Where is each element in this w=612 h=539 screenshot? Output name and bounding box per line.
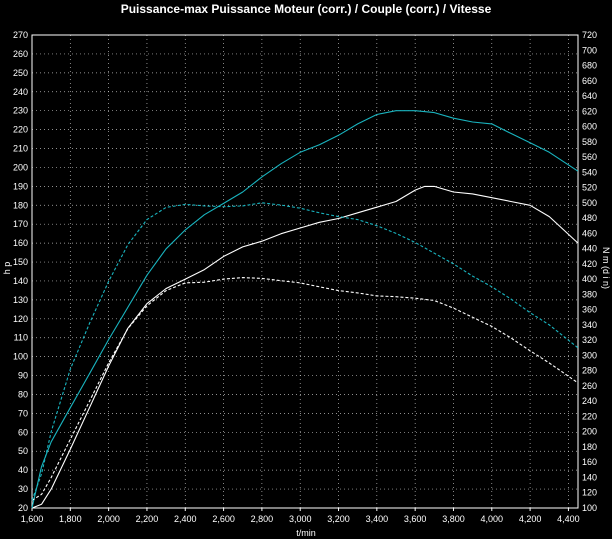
y-right-tick-label: 120	[582, 488, 597, 498]
y-right-tick-label: 680	[582, 61, 597, 71]
x-tick-label: 3,000	[289, 514, 312, 524]
y-left-tick-label: 90	[18, 371, 28, 381]
x-tick-label: 4,400	[557, 514, 580, 524]
y-right-axis-label: N m (d i n)	[601, 247, 611, 289]
x-tick-label: 3,600	[404, 514, 427, 524]
series-line-3	[31, 277, 579, 501]
y-left-tick-label: 180	[13, 200, 28, 210]
y-left-tick-label: 140	[13, 276, 28, 286]
series-line-2	[31, 110, 579, 509]
y-left-tick-label: 190	[13, 181, 28, 191]
y-right-tick-label: 160	[582, 457, 597, 467]
y-left-tick-label: 170	[13, 219, 28, 229]
y-right-tick-label: 200	[582, 427, 597, 437]
y-right-tick-label: 560	[582, 152, 597, 162]
y-right-tick-label: 380	[582, 289, 597, 299]
x-tick-label: 2,600	[212, 514, 235, 524]
y-right-tick-label: 660	[582, 76, 597, 86]
y-right-tick-label: 460	[582, 228, 597, 238]
y-right-axis-ticks: 100 120 140 160 180 200 220 240 260 280 300 320 340 3…	[582, 30, 597, 513]
y-right-tick-label: 360	[582, 305, 597, 315]
y-right-tick-label: 240	[582, 396, 597, 406]
y-left-tick-label: 120	[13, 314, 28, 324]
y-right-tick-label: 620	[582, 106, 597, 116]
plot-frame	[31, 34, 579, 509]
y-left-tick-label: 250	[13, 68, 28, 78]
y-left-tick-label: 130	[13, 295, 28, 305]
x-axis-label: t/min	[296, 528, 316, 538]
y-left-tick-label: 80	[18, 389, 28, 399]
y-left-tick-label: 40	[18, 465, 28, 475]
x-tick-label: 3,400	[366, 514, 389, 524]
y-left-tick-label: 50	[18, 446, 28, 456]
series-line-1	[31, 185, 579, 509]
y-left-tick-label: 230	[13, 106, 28, 116]
x-tick-label: 1,600	[21, 514, 44, 524]
y-right-tick-label: 700	[582, 45, 597, 55]
y-left-axis-ticks: 20 30 40 50 60 70 80 90 100 110 120 130 140 150 160 170…	[13, 30, 28, 513]
y-right-tick-label: 320	[582, 335, 597, 345]
x-tick-label: 2,400	[174, 514, 197, 524]
y-left-tick-label: 110	[14, 333, 28, 343]
x-tick-label: 2,000	[97, 514, 120, 524]
y-right-tick-label: 260	[582, 381, 597, 391]
y-left-tick-label: 70	[18, 408, 28, 418]
y-right-tick-label: 180	[582, 442, 597, 452]
y-right-tick-label: 440	[582, 244, 597, 254]
y-right-tick-label: 720	[582, 30, 597, 40]
y-right-tick-label: 140	[582, 472, 597, 482]
y-right-tick-label: 580	[582, 137, 597, 147]
y-left-tick-label: 160	[13, 238, 28, 248]
y-left-tick-label: 200	[13, 162, 28, 172]
y-right-tick-label: 220	[582, 411, 597, 421]
x-tick-label: 1,800	[59, 514, 82, 524]
y-right-tick-label: 480	[582, 213, 597, 223]
y-right-tick-label: 340	[582, 320, 597, 330]
y-left-tick-label: 30	[18, 484, 28, 494]
x-axis-ticks: 1,600 1,800 2,000 2,200 2,400 2,600 2,800 3,000…	[21, 508, 580, 524]
y-left-tick-label: 210	[13, 144, 28, 154]
y-left-tick-label: 100	[13, 352, 28, 362]
y-right-tick-label: 520	[582, 183, 597, 193]
y-right-tick-label: 400	[582, 274, 597, 284]
y-left-axis-label: h p	[2, 262, 12, 275]
y-left-tick-label: 240	[13, 87, 28, 97]
chart-title: Puissance-max Puissance Moteur (corr.) /…	[121, 2, 492, 16]
series-lines	[31, 110, 579, 509]
y-right-tick-label: 600	[582, 122, 597, 132]
x-tick-label: 2,800	[251, 514, 274, 524]
plot-border	[31, 34, 579, 509]
y-left-tick-label: 220	[13, 125, 28, 135]
y-right-tick-label: 640	[582, 91, 597, 101]
y-left-tick-label: 260	[13, 49, 28, 59]
y-left-tick-label: 150	[13, 257, 28, 267]
x-tick-label: 4,000	[481, 514, 504, 524]
x-tick-label: 3,200	[327, 514, 350, 524]
y-right-tick-label: 280	[582, 366, 597, 376]
y-right-tick-label: 300	[582, 350, 597, 360]
y-right-tick-label: 540	[582, 167, 597, 177]
y-right-tick-label: 500	[582, 198, 597, 208]
x-tick-label: 3,800	[442, 514, 465, 524]
y-left-tick-label: 20	[18, 503, 28, 513]
x-tick-label: 4,200	[519, 514, 542, 524]
x-tick-label: 2,200	[136, 514, 159, 524]
y-left-tick-label: 270	[13, 30, 28, 40]
y-left-tick-label: 60	[18, 427, 28, 437]
y-right-tick-label: 100	[582, 503, 597, 513]
y-right-tick-label: 420	[582, 259, 597, 269]
